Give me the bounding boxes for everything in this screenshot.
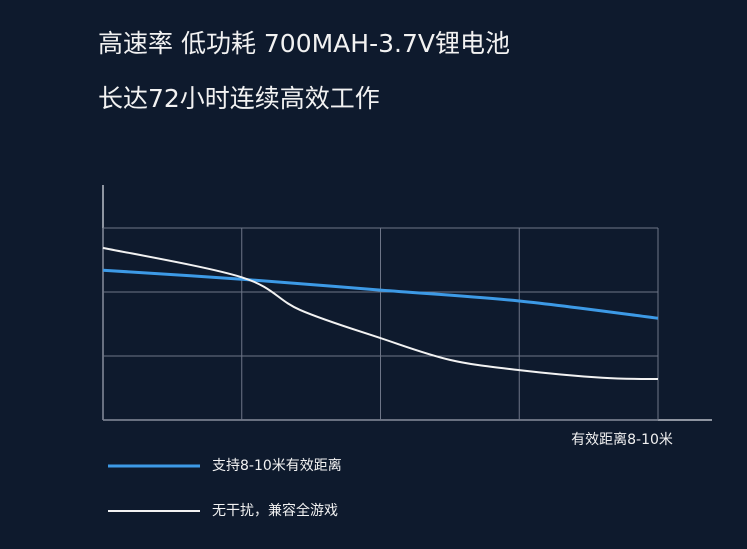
legend-label: 支持8-10米有效距离 — [212, 457, 342, 474]
chart-title: 高速率 低功耗 700MAH-3.7V锂电池 — [98, 29, 510, 58]
line-series — [102, 246, 659, 381]
line-series — [102, 268, 659, 320]
legend-label: 无干扰，兼容全游戏 — [212, 502, 338, 519]
chart-subtitle: 长达72小时连续高效工作 — [98, 84, 380, 113]
x-axis-label: 有效距离8-10米 — [571, 431, 673, 448]
